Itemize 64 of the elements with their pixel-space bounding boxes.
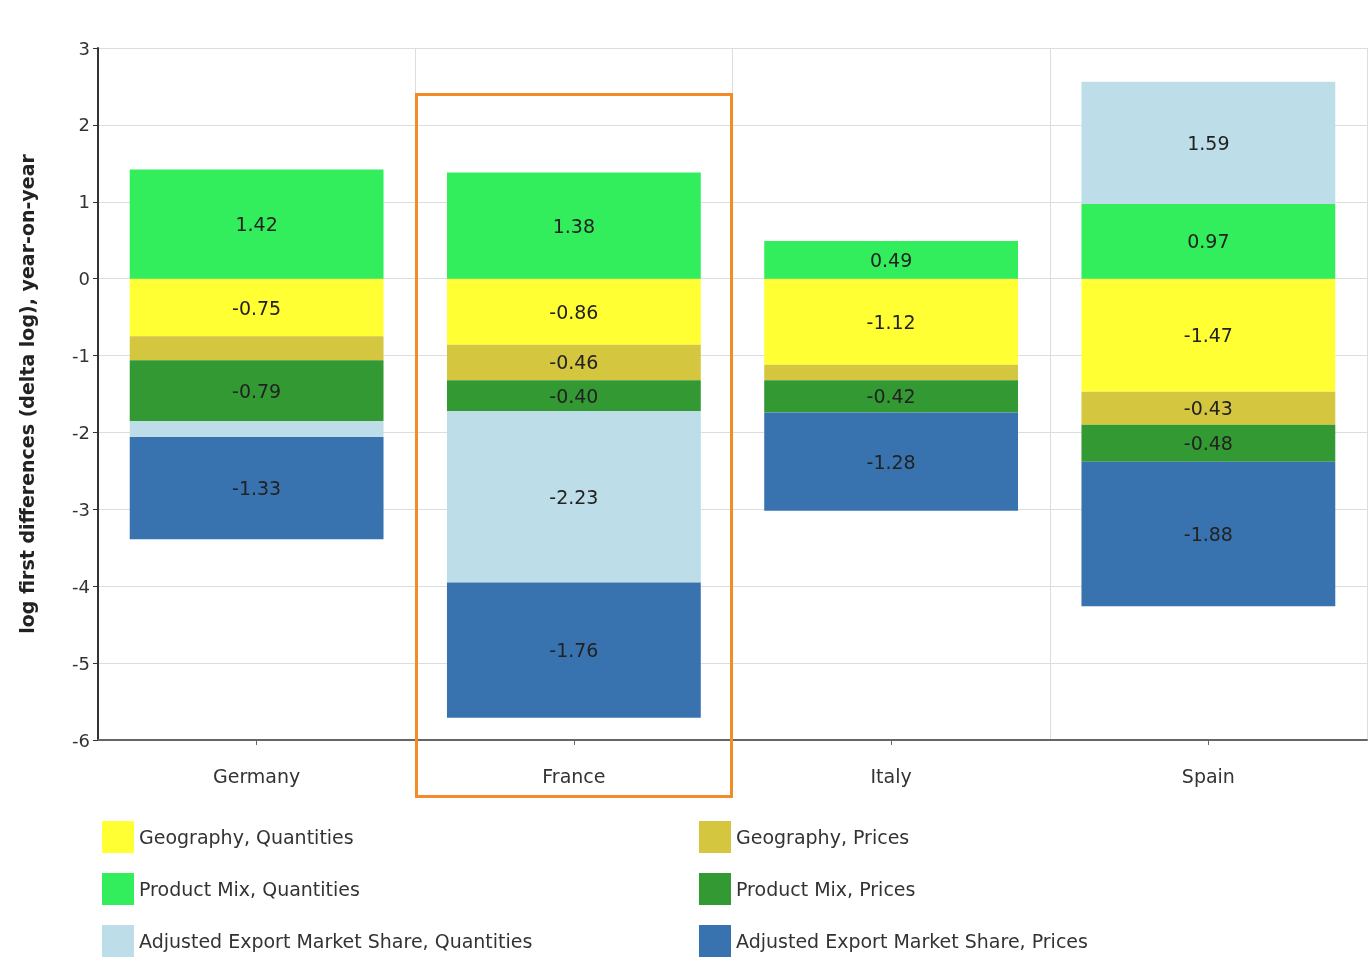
- bar: [129, 360, 384, 421]
- bar: [764, 278, 1019, 365]
- y-tick-label: -2: [72, 421, 90, 443]
- bar: [129, 420, 384, 438]
- legend-label: Adjusted Export Market Share, Quantities: [139, 930, 533, 952]
- data-label: -0.48: [1183, 432, 1233, 455]
- data-label: -0.42: [866, 385, 916, 408]
- data-label: -0.79: [232, 379, 282, 402]
- data-label: -1.12: [866, 310, 916, 333]
- bar: [129, 336, 384, 361]
- bar: [1081, 204, 1336, 279]
- y-tick-label: -4: [72, 575, 90, 597]
- bar: [129, 169, 384, 279]
- y-tick-label: -6: [72, 729, 90, 751]
- y-tick-label: 1: [78, 191, 90, 213]
- data-label: 0.49: [869, 248, 913, 271]
- data-label: 1.42: [235, 213, 278, 236]
- x-tick-label: Germany: [212, 764, 301, 787]
- x-tick-label: Italy: [870, 764, 912, 787]
- data-label: -1.88: [1183, 522, 1233, 545]
- bar: [446, 278, 701, 345]
- bar: [1081, 81, 1336, 205]
- data-label: -1.76: [549, 639, 599, 662]
- bar: [764, 364, 1019, 381]
- data-label: -0.86: [549, 300, 599, 323]
- legend-label: Geography, Prices: [736, 826, 910, 848]
- y-tick-label: 3: [78, 37, 90, 59]
- bar: [446, 344, 701, 381]
- data-label: -0.40: [549, 384, 599, 407]
- bar: [764, 240, 1019, 279]
- x-tick-label: Spain: [1181, 764, 1235, 787]
- data-label: 1.38: [552, 214, 596, 237]
- data-label: -2.23: [549, 485, 599, 508]
- y-tick-label: -3: [72, 498, 90, 520]
- bar: [1081, 391, 1336, 425]
- bar: [446, 582, 701, 718]
- y-tick-label: 0: [78, 268, 90, 290]
- legend-label: Adjusted Export Market Share, Prices: [736, 930, 1088, 952]
- bar: [1081, 461, 1336, 607]
- bar: [129, 437, 384, 540]
- legend-label: Product Mix, Prices: [736, 878, 916, 900]
- data-label: -0.46: [549, 351, 599, 374]
- bar: [764, 412, 1019, 511]
- data-label: -1.28: [866, 450, 916, 473]
- y-axis-title: log first differences (delta log), year-on-year: [15, 153, 38, 634]
- legend-label: Product Mix, Quantities: [139, 878, 360, 900]
- bar: [1081, 424, 1336, 462]
- bar: [129, 278, 384, 337]
- data-label: -1.33: [232, 477, 282, 500]
- data-label: -0.43: [1183, 397, 1233, 420]
- bar: [446, 172, 701, 279]
- bar: [446, 410, 701, 583]
- data-label: 1.59: [1187, 131, 1230, 154]
- data-label: 0.97: [1187, 230, 1230, 253]
- data-label: -1.47: [1183, 324, 1233, 347]
- bar: [1081, 278, 1336, 392]
- data-label: -0.75: [232, 296, 282, 319]
- bar: [764, 380, 1019, 413]
- y-tick-label: -1: [72, 345, 90, 367]
- y-tick-label: -5: [72, 652, 90, 674]
- x-tick-label: France: [542, 764, 606, 787]
- y-tick-label: 2: [78, 114, 90, 136]
- bar: [446, 380, 701, 411]
- legend-label: Geography, Quantities: [139, 826, 354, 848]
